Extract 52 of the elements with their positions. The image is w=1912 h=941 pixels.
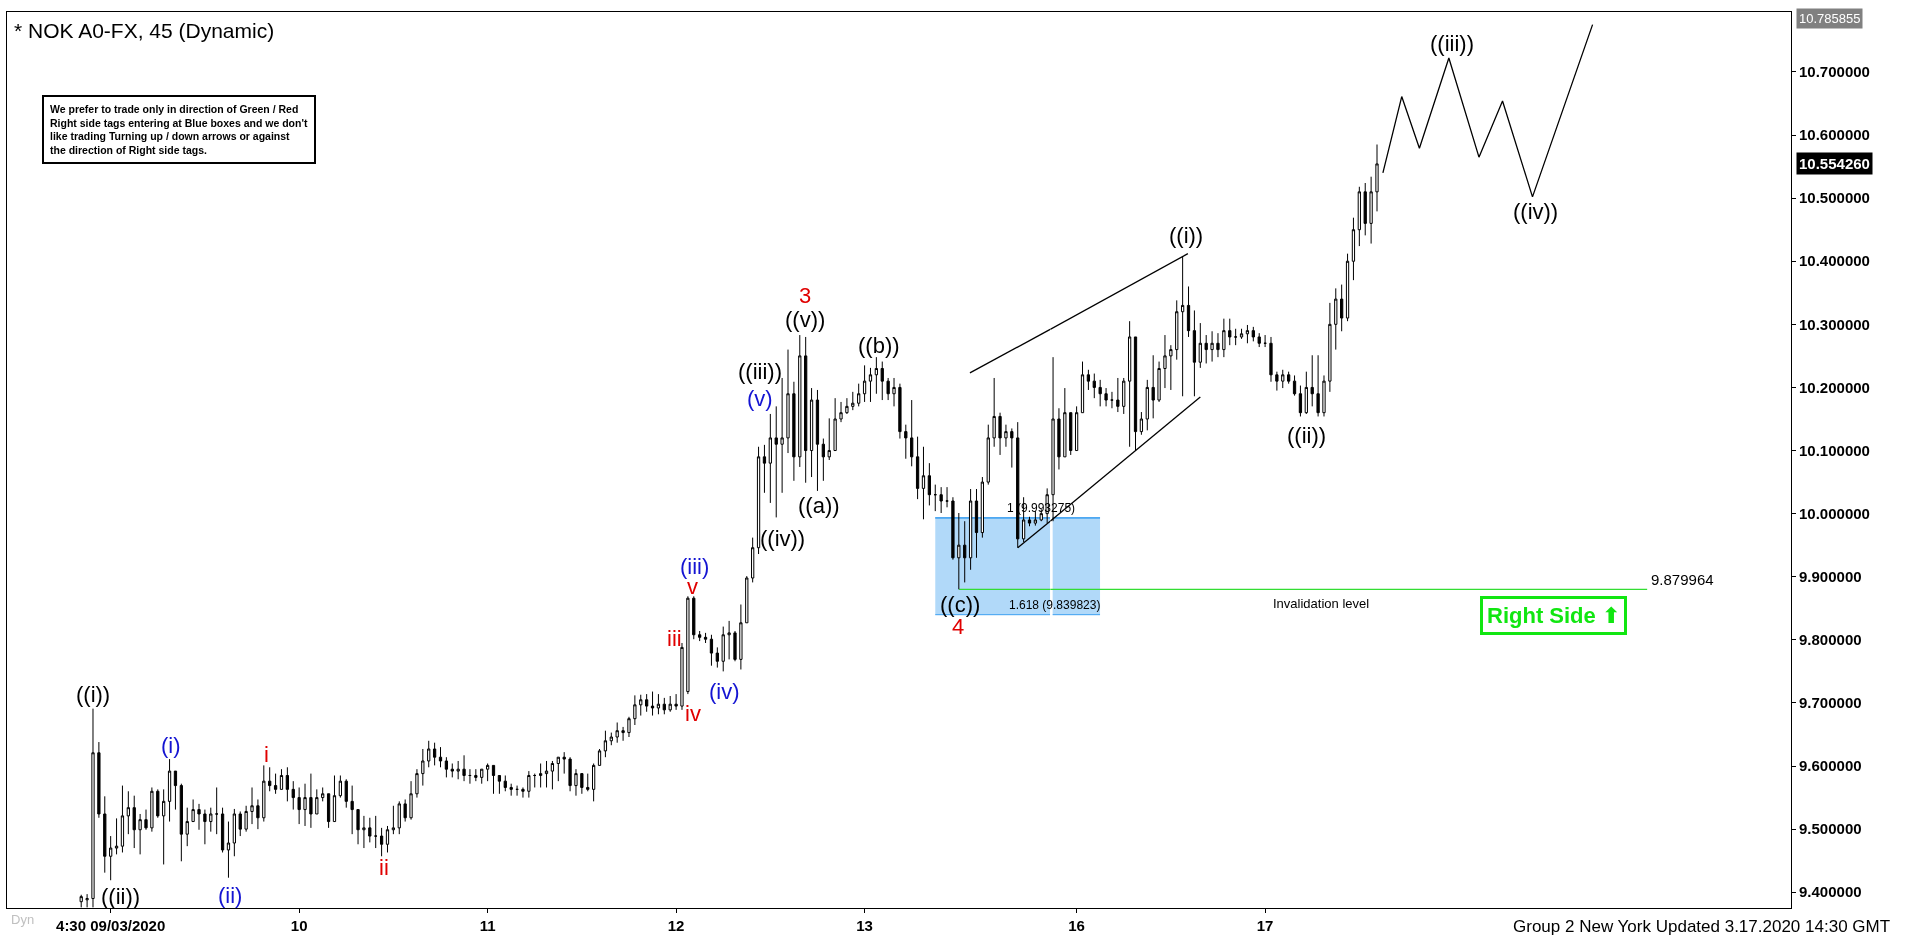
annotation: ((a)) [798,493,840,518]
annotation: ((i)) [76,682,111,707]
annotation: ii [379,855,389,880]
annotation: ((ii)) [1287,423,1327,448]
y-tick-label: 9.800000 [1799,631,1862,649]
annotation: i [264,742,269,767]
y-tick-label: 9.700000 [1799,694,1862,712]
y-tick-label: 10.700000 [1799,63,1870,81]
annotation: (v) [747,386,773,411]
annotation: (iv) [709,679,740,704]
annotation: 1.618 (9.839823) [1009,598,1101,612]
annotation: ((ii)) [101,884,141,909]
y-tick-label: 9.500000 [1799,820,1862,838]
y-tick-label: 10.100000 [1799,441,1870,459]
text: Dyn [11,912,35,927]
annotation: (i) [161,733,181,758]
y-tick-label: 9.600000 [1799,757,1862,775]
annotation: ((iv)) [1513,199,1559,224]
annotation: 9.879964 [1651,571,1714,588]
y-tick-label: 10.000000 [1799,504,1870,522]
annotation: ((i)) [1169,223,1204,248]
annotation: (ii) [218,883,243,908]
annotation: Right Side ⬆ [1487,603,1621,628]
x-tick-label: 17 [1256,917,1274,934]
annotation: 3 [799,283,812,308]
annotation: ((v)) [785,307,826,332]
text: 10.554260 [1799,155,1870,172]
x-tick-label: 4:30 09/03/2020 [56,917,166,934]
text: 10.785855 [1799,11,1861,26]
annotation: We prefer to trade only in direction of Green / Red Right side tags entering at Blue boxes and we don't like trading Turning up / down arrows or against the direction of Right side tags. [50,103,308,156]
annotation: ((iv)) [760,526,806,551]
y-tick-label: 10.600000 [1799,126,1870,144]
annotation: ((c)) [940,592,981,617]
x-tick-label: 16 [1068,917,1085,934]
annotation: ((b)) [858,333,900,358]
y-tick-label: 10.200000 [1799,378,1870,396]
x-tick-label: 11 [479,917,496,934]
annotation: iii [667,626,682,651]
y-tick-label: 10.300000 [1799,315,1870,333]
annotation: Invalidation level [1273,596,1370,611]
chart-title: * NOK A0-FX, 45 (Dynamic) [13,19,275,43]
x-tick-label: 13 [856,917,873,934]
annotation: ((iii)) [1430,31,1474,56]
annotation: ((iii)) [738,359,782,384]
y-tick-label: 10.500000 [1799,189,1870,207]
y-tick-label: 9.900000 [1799,567,1862,585]
y-tick-label: 10.400000 [1799,252,1870,270]
annotation: iv [685,701,701,726]
x-tick-label: 10 [290,917,308,934]
text: Group 2 New York Updated 3.17.2020 14:30 GMT [1513,917,1891,936]
x-tick-label: 12 [667,917,685,934]
y-tick-label: 9.400000 [1799,883,1862,901]
